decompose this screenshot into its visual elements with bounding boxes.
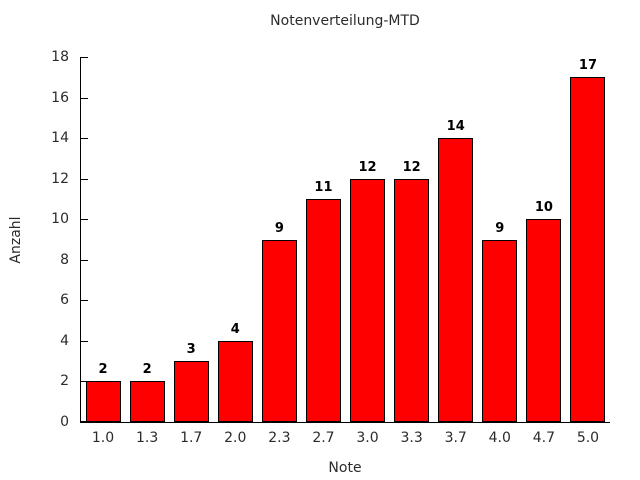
bar-1.7: [173, 361, 209, 422]
bar-value-label: 4: [230, 321, 240, 337]
bar-value-label: 2: [142, 362, 152, 378]
bar-1.3: [129, 381, 165, 422]
y-tick-label: 16: [51, 89, 69, 106]
y-tick-label: 6: [60, 292, 69, 309]
y-tick-label: 14: [51, 130, 69, 147]
x-tick-label: 4.0: [488, 430, 511, 446]
x-tick-label: 2.3: [268, 430, 291, 446]
y-tick-label: 4: [60, 332, 69, 349]
y-tick-mark: [81, 421, 88, 422]
bar-1.0: [85, 381, 121, 422]
x-tick-label: 1.7: [180, 430, 203, 446]
x-tick-label: 1.3: [135, 430, 159, 446]
y-tick-label: 10: [51, 211, 69, 228]
bar-4.0: [482, 239, 518, 422]
x-axis-label: Note: [328, 460, 362, 476]
bar-4.7: [526, 219, 562, 422]
x-tick-label: 1.0: [91, 430, 115, 446]
bar-3.3: [394, 178, 430, 422]
y-tick-label: 12: [51, 170, 69, 187]
x-tick-label: 2.7: [312, 430, 335, 446]
bar-value-label: 17: [578, 58, 597, 74]
x-tick-label: 2.0: [224, 430, 247, 446]
y-tick-mark: [81, 340, 88, 342]
x-tick-label: 3.0: [356, 430, 379, 446]
y-tick-label: 2: [60, 373, 69, 390]
bar-value-label: 9: [274, 220, 284, 236]
y-tick-mark: [81, 219, 88, 221]
y-tick-mark: [81, 57, 88, 58]
chart-title: Notenverteilung-MTD: [270, 13, 420, 29]
y-tick-mark: [81, 300, 88, 302]
x-tick-label: 5.0: [576, 430, 600, 446]
bar-5.0: [570, 77, 606, 422]
y-tick-label: 0: [60, 414, 69, 430]
y-tick-label: 18: [51, 49, 69, 65]
y-tick-label: 8: [60, 251, 69, 268]
bar-value-label: 14: [446, 119, 465, 135]
y-axis-label: Anzahl: [8, 216, 24, 264]
bar-3.0: [350, 178, 386, 422]
bar-2.3: [261, 239, 297, 422]
bar-2.7: [305, 198, 341, 422]
bar-3.7: [438, 138, 474, 422]
x-tick-label: 3.3: [400, 430, 423, 446]
x-tick-label: 4.7: [532, 430, 556, 446]
y-tick-mark: [81, 381, 88, 383]
bar-2.0: [217, 340, 253, 422]
y-tick-mark: [81, 178, 88, 180]
bar-value-label: 9: [495, 220, 505, 236]
y-tick-mark: [81, 259, 88, 261]
bar-value-label: 3: [186, 342, 196, 358]
plot-area: 0 2 4 6 8 10 12 14 16 18 2 1.0 2 1.3 3 1.7 4 2.0 9 2.3 11 2.7…: [51, 49, 610, 446]
y-tick-mark: [81, 138, 88, 140]
bar-value-label: 12: [358, 159, 377, 175]
bar-value-label: 11: [314, 179, 333, 195]
bar-value-label: 2: [98, 362, 108, 378]
bar-value-label: 10: [534, 200, 553, 216]
y-tick-mark: [81, 97, 88, 99]
x-tick-label: 3.7: [444, 430, 467, 446]
bar-value-label: 12: [402, 159, 421, 175]
